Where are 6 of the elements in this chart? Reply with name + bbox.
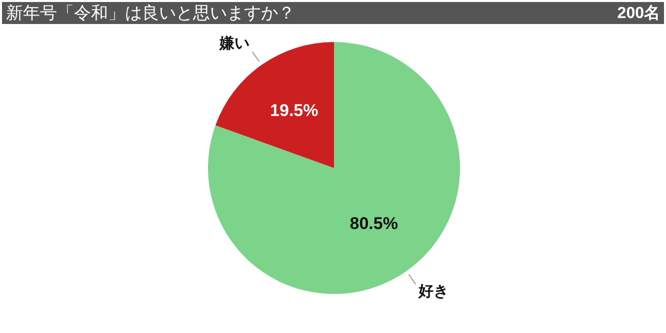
slice-label: 好き: [418, 283, 449, 300]
text: 200名: [617, 4, 660, 22]
data-label: 19.5%: [270, 100, 318, 120]
slice-label: 嫌い: [218, 34, 250, 52]
data-label: 80.5%: [350, 214, 398, 234]
chart-title: 新年号「令和」は良いと思いますか？: [6, 3, 295, 22]
